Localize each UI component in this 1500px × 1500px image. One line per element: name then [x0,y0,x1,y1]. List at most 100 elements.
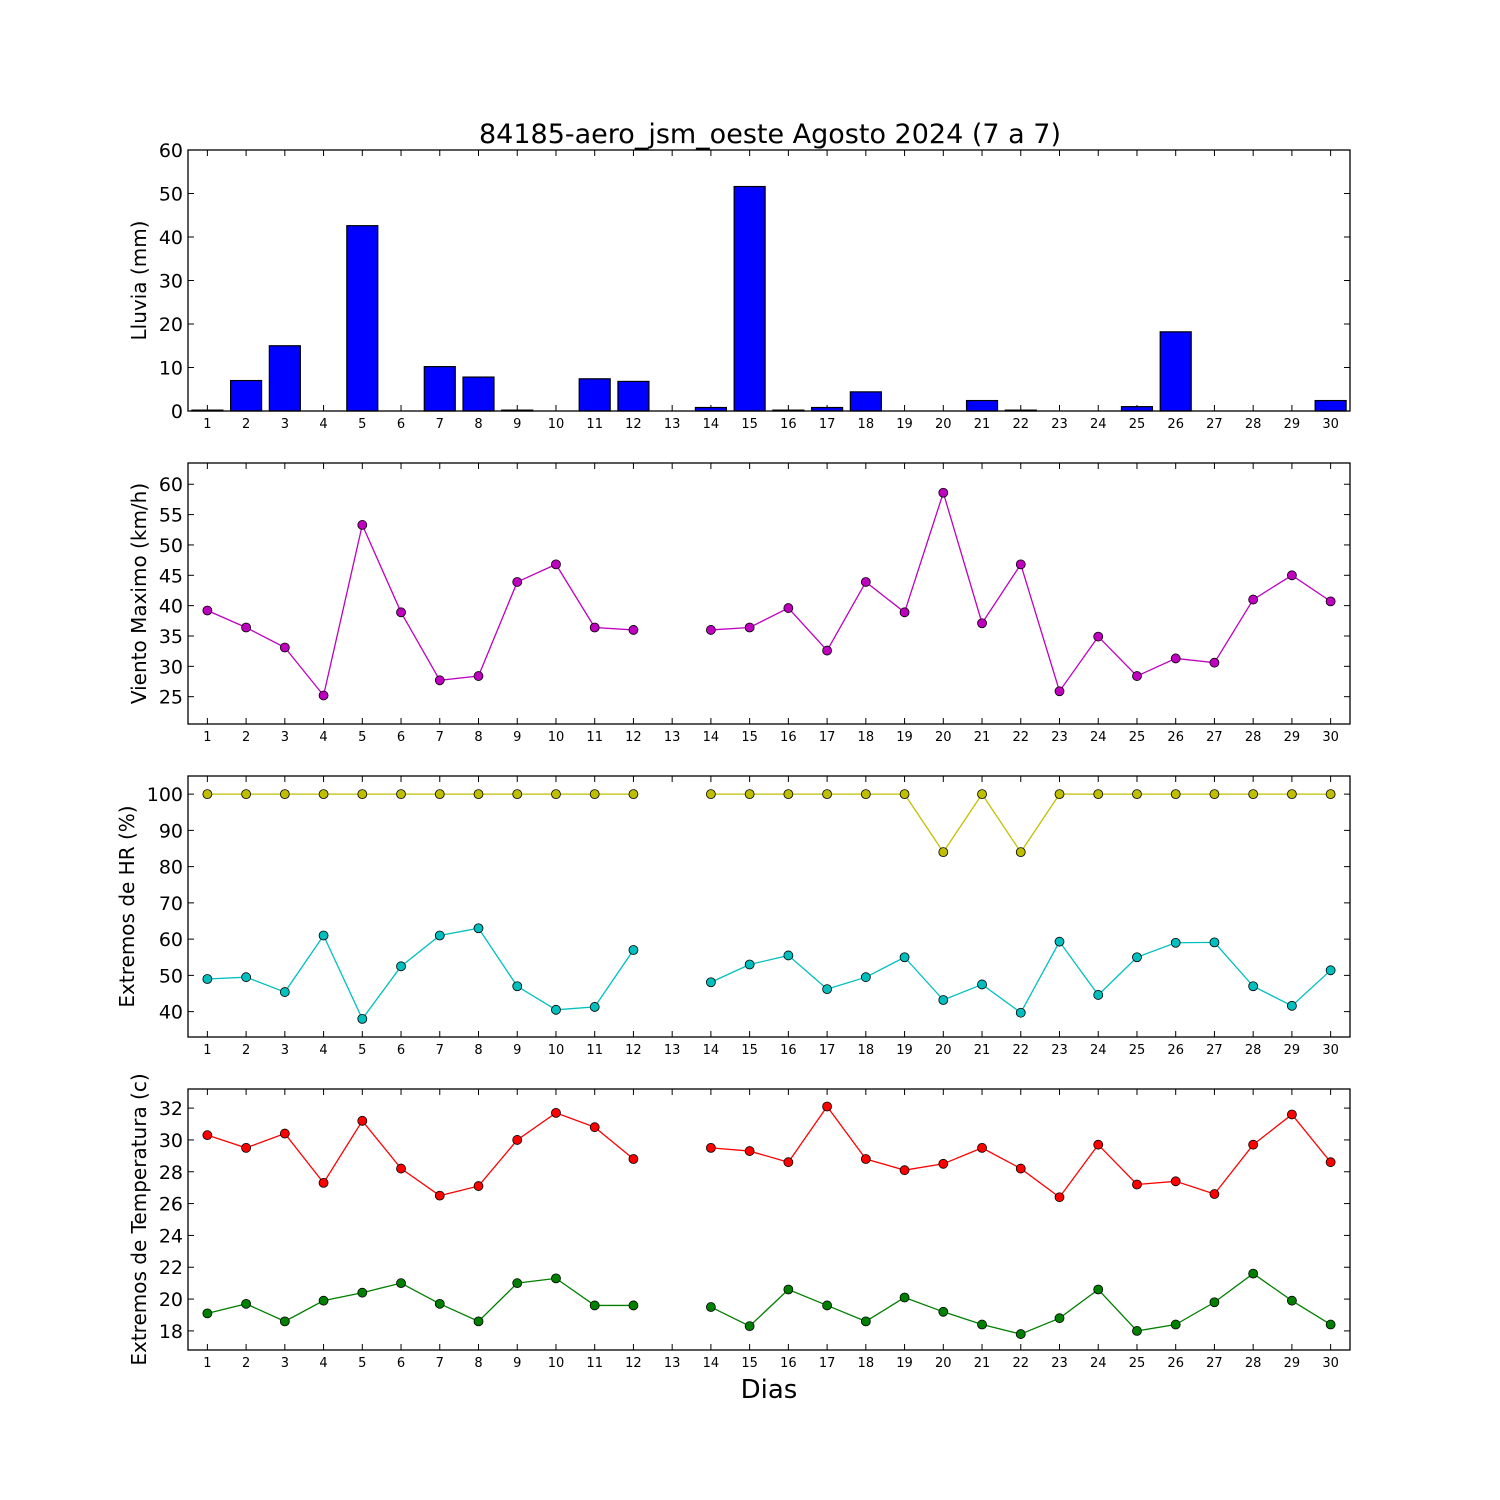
data-point [202,789,213,800]
data-point [1170,937,1181,948]
data-point [1170,1176,1181,1187]
data-point [860,577,871,587]
data-point [396,1278,406,1289]
x-tick-label: 25 [1129,730,1146,745]
y-tick-label: 40 [159,227,183,249]
data-point [396,789,406,800]
data-point [706,625,716,635]
x-tick-label: 9 [513,730,521,745]
x-tick-label: 12 [625,417,642,432]
x-tick-label: 24 [1090,1043,1107,1058]
x-tick-label: 7 [436,417,444,432]
series-1 [202,1101,1336,1203]
data-point [473,1181,484,1191]
x-tick-label: 8 [474,1356,482,1371]
y-axis-label: Viento Maximo (km/h) [127,483,151,704]
x-tick-label: 1 [203,1043,211,1058]
data-point [822,789,832,800]
x-tick-label: 24 [1090,1356,1107,1371]
data-point [1170,789,1181,800]
x-tick-label: 21 [974,1356,991,1371]
x-tick-label: 16 [780,1356,797,1371]
x-tick-label: 4 [319,1356,327,1371]
bar [1314,399,1347,412]
x-tick-label: 20 [935,1356,952,1371]
data-point [589,622,600,633]
data-point [1325,789,1336,800]
data-point [512,1278,523,1289]
x-tick-label: 14 [703,1043,720,1058]
y-tick-label: 50 [159,535,183,557]
x-tick-label: 30 [1322,730,1339,745]
x-tick-label: 3 [281,1043,289,1058]
data-point [822,984,832,995]
data-point [473,923,484,934]
x-tick-label: 3 [281,417,289,432]
data-point [1325,1319,1336,1330]
x-tick-label: 29 [1284,1043,1301,1058]
data-point [783,603,794,613]
data-point [357,1287,368,1298]
bar [462,376,495,412]
data-point [1170,1319,1181,1330]
data-point [1132,952,1142,963]
data-point [434,930,445,941]
x-tick-label: 2 [242,1043,250,1058]
data-point [1015,1007,1026,1018]
series-line [207,1277,634,1323]
data-point [1132,1179,1142,1190]
data-point [1325,596,1336,607]
series-2 [202,923,1336,1024]
data-point [1209,1297,1220,1308]
x-tick-label: 9 [513,417,521,432]
y-tick-label: 0 [171,401,183,423]
x-tick-label: 2 [242,730,250,745]
data-point [783,1284,794,1295]
x-tick-label: 26 [1167,1356,1184,1371]
series-1 [202,487,1336,701]
data-point [473,671,484,681]
data-point [473,789,484,800]
y-tick-label: 100 [147,784,183,806]
x-tick-label: 7 [436,730,444,745]
data-point [434,1298,445,1309]
x-tick-label: 5 [358,730,366,745]
data-point [1325,1157,1336,1168]
series-line [710,1272,1331,1335]
x-tick-label: 25 [1129,1356,1146,1371]
x-tick-label: 10 [548,730,565,745]
data-point [1132,789,1142,800]
plot-frame [187,1088,1351,1351]
x-tick-label: 12 [625,1043,642,1058]
x-tick-label: 21 [974,1043,991,1058]
data-point [860,789,871,800]
x-tick-label: 24 [1090,730,1107,745]
data-point [1287,1295,1297,1306]
x-tick-label: 20 [935,1043,952,1058]
x-tick-label: 13 [664,730,681,745]
data-point [551,1004,561,1015]
data-point [1170,653,1181,664]
data-point [202,974,213,984]
x-tick-label: 9 [513,1043,521,1058]
data-point [241,622,252,633]
data-point [241,972,252,983]
x-tick-label: 30 [1322,1356,1339,1371]
data-point [1093,1284,1104,1295]
x-tick-label: 17 [819,1043,836,1058]
y-axis-label: Extremos de Temperatura (c) [127,1073,151,1365]
data-point [1287,1000,1297,1011]
x-tick-label: 18 [858,730,875,745]
data-point [744,789,755,800]
x-tick-label: 8 [474,417,482,432]
data-point [512,577,523,587]
y-tick-label: 90 [159,820,183,842]
data-point [744,1146,755,1156]
data-point [279,642,290,653]
series-line [710,490,1331,693]
x-tick-label: 15 [741,1356,758,1371]
x-tick-label: 20 [935,417,952,432]
x-tick-label: 1 [203,1356,211,1371]
